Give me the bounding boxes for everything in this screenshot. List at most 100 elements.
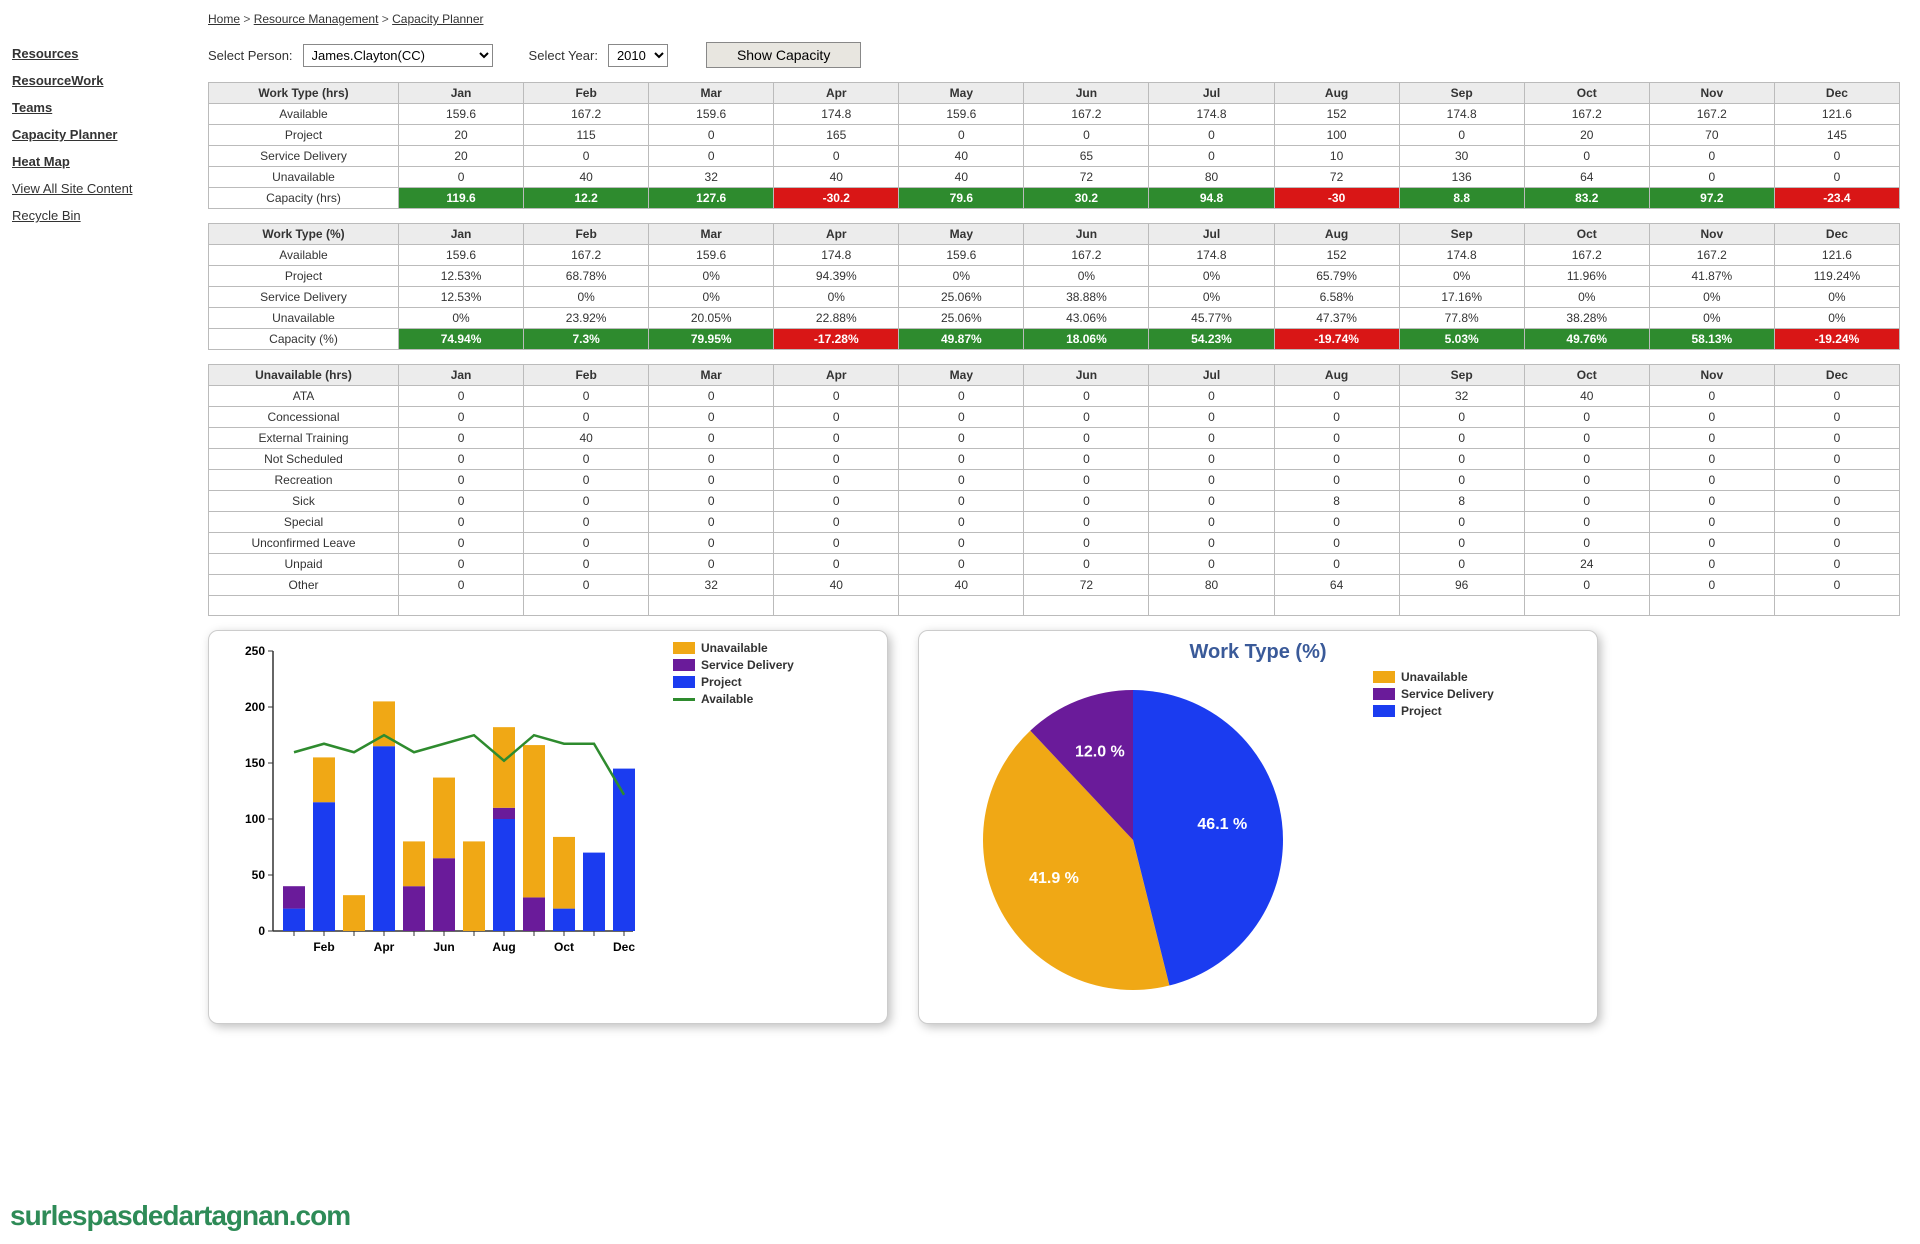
cell: 0 — [649, 449, 774, 470]
breadcrumb-capacity-planner[interactable]: Capacity Planner — [392, 12, 483, 26]
cell: 165 — [774, 125, 899, 146]
cell: 0 — [1774, 470, 1899, 491]
cell: 45.77% — [1149, 308, 1274, 329]
col-header: Work Type (hrs) — [209, 83, 399, 104]
table-unavailable-hrs-: Unavailable (hrs)JanFebMarAprMayJunJulAu… — [208, 364, 1900, 616]
show-capacity-button[interactable]: Show Capacity — [706, 42, 861, 68]
controls: Select Person: James.Clayton(CC) Select … — [208, 38, 1900, 82]
cell: 0 — [1524, 491, 1649, 512]
pie-chart-card: Work Type (%) 46.1 %41.9 %12.0 % Unavail… — [918, 630, 1598, 1024]
cell: 12.2 — [524, 188, 649, 209]
cell: 0 — [1774, 146, 1899, 167]
legend-item: Project — [673, 675, 794, 689]
col-header: Unavailable (hrs) — [209, 365, 399, 386]
cell: 30.2 — [1024, 188, 1149, 209]
bar-chart-card: 050100150200250FebAprJunAugOctDec Unavai… — [208, 630, 888, 1024]
col-Feb: Feb — [524, 224, 649, 245]
col-Sep: Sep — [1399, 83, 1524, 104]
cell: 96 — [1399, 575, 1524, 596]
cell: 0 — [899, 512, 1024, 533]
cell: 12.53% — [399, 287, 524, 308]
cell: 115 — [524, 125, 649, 146]
svg-text:Oct: Oct — [554, 940, 574, 954]
breadcrumb-home[interactable]: Home — [208, 12, 240, 26]
sidebar: ResourcesResourceWorkTeamsCapacity Plann… — [0, 0, 200, 1024]
table-row: Available159.6167.2159.6174.8159.6167.21… — [209, 104, 1900, 125]
row-label: Other — [209, 575, 399, 596]
cell: 32 — [1399, 386, 1524, 407]
cell — [1149, 596, 1274, 616]
cell: 25.06% — [899, 287, 1024, 308]
charts-row: 050100150200250FebAprJunAugOctDec Unavai… — [208, 630, 1900, 1024]
cell: 64 — [1274, 575, 1399, 596]
cell: 0 — [1274, 533, 1399, 554]
sidebar-item-resourcework[interactable]: ResourceWork — [8, 67, 192, 94]
cell: 25.06% — [899, 308, 1024, 329]
cell: 0 — [1399, 533, 1524, 554]
cell: 32 — [649, 575, 774, 596]
cell: 0 — [1149, 512, 1274, 533]
cell: 159.6 — [399, 104, 524, 125]
sidebar-item-heat-map[interactable]: Heat Map — [8, 148, 192, 175]
col-Jun: Jun — [1024, 224, 1149, 245]
cell: 40 — [899, 146, 1024, 167]
sidebar-item-view-all-site-content[interactable]: View All Site Content — [8, 175, 192, 202]
col-Oct: Oct — [1524, 224, 1649, 245]
col-Jul: Jul — [1149, 365, 1274, 386]
bar-chart: 050100150200250FebAprJunAugOctDec — [223, 641, 653, 964]
cell: 0 — [1274, 512, 1399, 533]
cell: 0 — [524, 470, 649, 491]
cell — [899, 596, 1024, 616]
cell: 72 — [1274, 167, 1399, 188]
legend-item: Service Delivery — [673, 658, 794, 672]
cell: 0 — [1149, 491, 1274, 512]
sidebar-item-capacity-planner[interactable]: Capacity Planner — [8, 121, 192, 148]
cell: 12.53% — [399, 266, 524, 287]
cell: 0% — [524, 287, 649, 308]
svg-text:46.1 %: 46.1 % — [1197, 816, 1247, 833]
cell: 22.88% — [774, 308, 899, 329]
col-Aug: Aug — [1274, 224, 1399, 245]
cell: 174.8 — [1399, 245, 1524, 266]
cell: 0 — [1649, 491, 1774, 512]
legend-item: Unavailable — [1373, 670, 1494, 684]
cell: 0 — [1024, 491, 1149, 512]
sidebar-item-teams[interactable]: Teams — [8, 94, 192, 121]
cell: 0 — [1774, 554, 1899, 575]
sidebar-item-recycle-bin[interactable]: Recycle Bin — [8, 202, 192, 229]
svg-text:Aug: Aug — [492, 940, 515, 954]
svg-text:150: 150 — [245, 756, 265, 770]
cell: 54.23% — [1149, 329, 1274, 350]
cell: 0 — [1149, 533, 1274, 554]
sidebar-item-resources[interactable]: Resources — [8, 40, 192, 67]
cell: 0 — [1024, 386, 1149, 407]
cell: 40 — [1524, 386, 1649, 407]
row-label: Project — [209, 266, 399, 287]
person-select[interactable]: James.Clayton(CC) — [303, 44, 493, 67]
cell: 0 — [649, 554, 774, 575]
cell: 174.8 — [1149, 104, 1274, 125]
row-label: Unpaid — [209, 554, 399, 575]
cell: 79.95% — [649, 329, 774, 350]
legend-item: Available — [673, 692, 794, 706]
cell: 0 — [774, 554, 899, 575]
table-row: Unconfirmed Leave000000000000 — [209, 533, 1900, 554]
col-Jul: Jul — [1149, 224, 1274, 245]
year-select[interactable]: 2010 — [608, 44, 668, 67]
cell: 0 — [774, 386, 899, 407]
col-Sep: Sep — [1399, 224, 1524, 245]
cell: 0 — [1149, 125, 1274, 146]
person-label: Select Person: — [208, 48, 293, 63]
cell: 8 — [1399, 491, 1524, 512]
cell: 58.13% — [1649, 329, 1774, 350]
cell — [1274, 596, 1399, 616]
cell: 72 — [1024, 575, 1149, 596]
cell: 0 — [1149, 146, 1274, 167]
breadcrumb-resource-management[interactable]: Resource Management — [254, 12, 379, 26]
cell: 0 — [899, 449, 1024, 470]
cell: 0 — [774, 407, 899, 428]
cell: 0% — [774, 287, 899, 308]
cell: 79.6 — [899, 188, 1024, 209]
cell: 8.8 — [1399, 188, 1524, 209]
cell: 0 — [399, 554, 524, 575]
